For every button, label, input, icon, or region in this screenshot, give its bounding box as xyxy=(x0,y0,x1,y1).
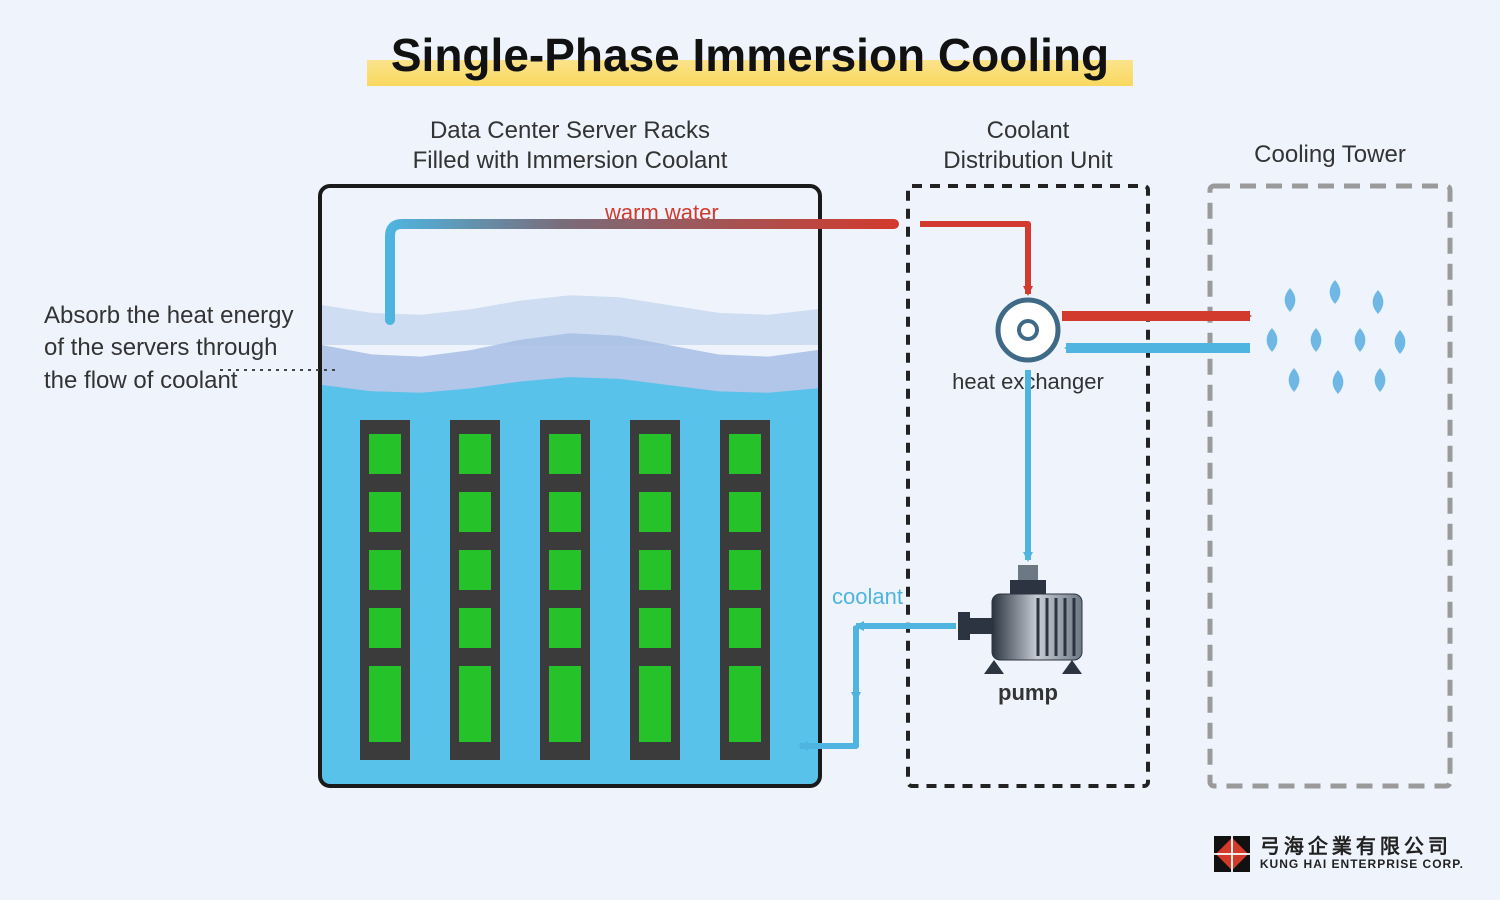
diagram-stage: Single-Phase Immersion Cooling Data Cent… xyxy=(0,0,1500,900)
logo-text-cn: 弓海企業有限公司 xyxy=(1260,837,1464,858)
diagram-svg xyxy=(0,0,1500,900)
logo-icon xyxy=(1214,836,1250,872)
logo-text-en: KUNG HAI ENTERPRISE CORP. xyxy=(1260,858,1464,871)
company-logo: 弓海企業有限公司 KUNG HAI ENTERPRISE CORP. xyxy=(1214,836,1464,872)
